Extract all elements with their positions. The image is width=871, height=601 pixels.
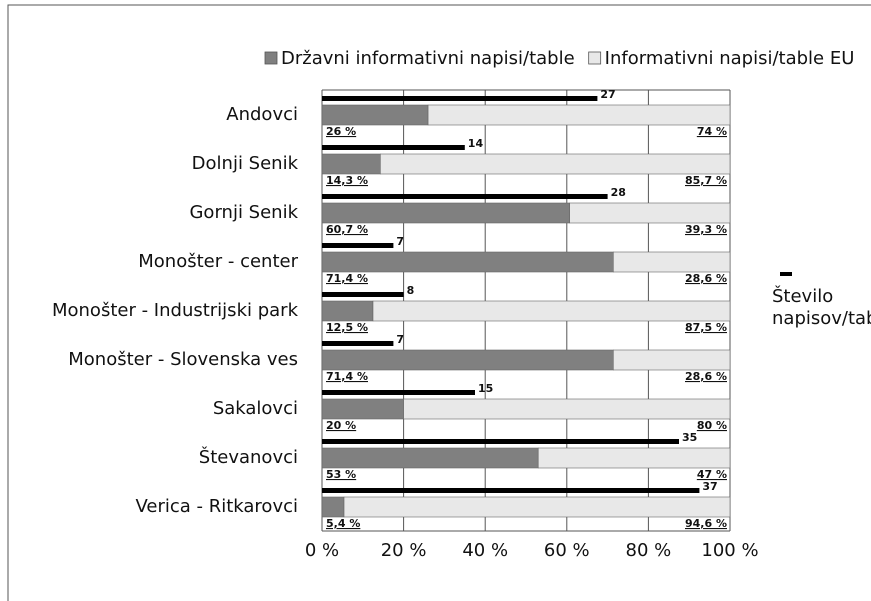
count-label: 8 — [407, 284, 415, 297]
bar — [321, 496, 345, 518]
value-label: 74 % — [697, 125, 727, 138]
count-bar — [322, 194, 608, 199]
value-label: 53 % — [326, 468, 356, 481]
count-bar — [322, 243, 394, 248]
value-label: 80 % — [697, 419, 727, 432]
count-bar — [322, 292, 404, 297]
legend-swatch — [264, 51, 278, 65]
count-label: 37 — [702, 480, 717, 493]
count-bar — [322, 488, 700, 493]
count-label: 7 — [396, 235, 404, 248]
value-label: 20 % — [326, 419, 356, 432]
y-tick-label: Dolnji Senik — [192, 153, 299, 174]
legend-label: Državni informativni napisi/table — [281, 48, 575, 69]
count-bar — [322, 96, 598, 101]
y-tick-label: Monošter - center — [138, 251, 298, 272]
legend-label: Število napisov/tabel — [772, 286, 871, 329]
bar — [613, 349, 731, 371]
count-bar — [322, 145, 465, 150]
count-bar — [322, 390, 475, 395]
value-label: 71,4 % — [326, 370, 368, 383]
y-tick-label: Gornji Senik — [189, 202, 298, 223]
bar — [403, 398, 731, 420]
bar — [321, 202, 570, 224]
bar — [427, 104, 731, 126]
count-bar — [322, 341, 394, 346]
bar — [613, 251, 731, 273]
bar — [321, 300, 374, 322]
bar — [321, 349, 614, 371]
value-label: 71,4 % — [326, 272, 368, 285]
value-label: 47 % — [697, 468, 727, 481]
value-label: 12,5 % — [326, 321, 368, 334]
count-label: 7 — [396, 333, 404, 346]
legend-swatch — [588, 51, 602, 65]
y-tick-label: Monošter - Industrijski park — [52, 300, 299, 321]
value-label: 26 % — [326, 125, 356, 138]
frame — [7, 4, 871, 601]
count-label: 28 — [611, 186, 626, 199]
y-tick-label: Monošter - Slovenska ves — [68, 349, 298, 370]
bar — [372, 300, 731, 322]
x-tick-label: 0 % — [305, 540, 339, 561]
x-tick-label: 80 % — [626, 540, 672, 561]
count-label: 14 — [468, 137, 484, 150]
value-label: 28,6 % — [685, 370, 727, 383]
count-label: 27 — [600, 88, 615, 101]
value-label: 5,4 % — [326, 517, 360, 530]
x-tick-label: 100 % — [701, 540, 758, 561]
x-tick-label: 60 % — [544, 540, 590, 561]
y-tick-label: Sakalovci — [213, 398, 298, 419]
y-tick-label: Števanovci — [199, 446, 298, 468]
bar — [321, 398, 404, 420]
bar — [569, 202, 731, 224]
legend-count: Število napisov/tabel — [772, 272, 871, 330]
value-label: 60,7 % — [326, 223, 368, 236]
bar — [321, 251, 614, 273]
x-tick-label: 40 % — [462, 540, 508, 561]
value-label: 87,5 % — [685, 321, 727, 334]
bar — [343, 496, 731, 518]
value-label: 39,3 % — [685, 223, 727, 236]
count-label: 15 — [478, 382, 493, 395]
y-tick-label: Verica - Ritkarovci — [135, 496, 298, 517]
bar — [380, 153, 731, 175]
legend-label: Informativni napisi/table EU — [605, 48, 855, 69]
bar — [321, 153, 381, 175]
count-bar — [322, 439, 679, 444]
value-label: 85,7 % — [685, 174, 727, 187]
bar — [321, 104, 429, 126]
x-tick-label: 20 % — [381, 540, 427, 561]
count-label: 35 — [682, 431, 697, 444]
legend-swatch — [780, 272, 792, 276]
bar — [321, 447, 539, 469]
value-label: 94,6 % — [685, 517, 727, 530]
value-label: 28,6 % — [685, 272, 727, 285]
y-tick-label: Andovci — [226, 104, 298, 125]
value-label: 14,3 % — [326, 174, 368, 187]
bar — [537, 447, 731, 469]
